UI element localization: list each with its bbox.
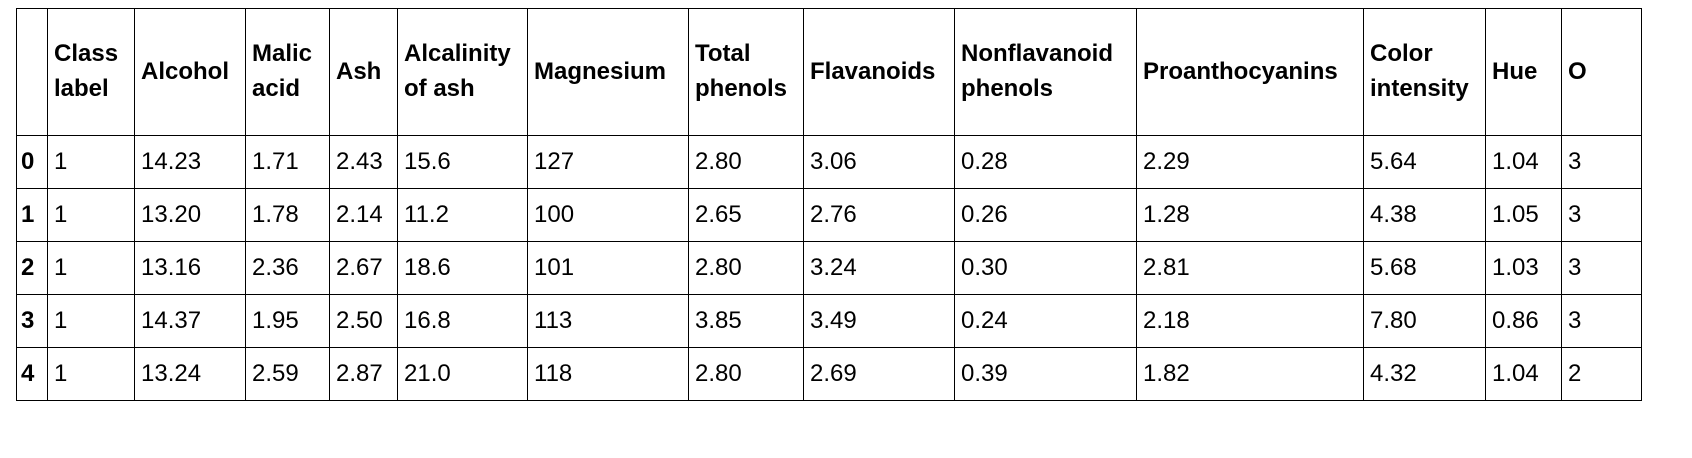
column-header: Nonflavanoid phenols xyxy=(954,8,1137,136)
table-cell: 13.20 xyxy=(134,188,246,242)
table-cell: 2.29 xyxy=(1136,135,1364,189)
table-cell: 1.05 xyxy=(1485,188,1562,242)
table-row: 3 1 14.37 1.95 2.50 16.8 113 3.85 3.49 0… xyxy=(16,294,1642,348)
table-cell: 2.69 xyxy=(803,347,955,401)
table-cell-truncated: 3 xyxy=(1561,188,1642,242)
table-cell: 2.36 xyxy=(245,241,330,295)
column-header: Total phenols xyxy=(688,8,804,136)
table-cell: 15.6 xyxy=(397,135,528,189)
table-cell: 1.78 xyxy=(245,188,330,242)
table-cell: 2.87 xyxy=(329,347,398,401)
column-header: Malic acid xyxy=(245,8,330,136)
table-cell: 100 xyxy=(527,188,689,242)
table-row: 2 1 13.16 2.36 2.67 18.6 101 2.80 3.24 0… xyxy=(16,241,1642,295)
table-cell: 14.37 xyxy=(134,294,246,348)
row-index: 1 xyxy=(16,188,48,242)
table-cell: 2.76 xyxy=(803,188,955,242)
table-cell-truncated: 3 xyxy=(1561,135,1642,189)
table-cell: 21.0 xyxy=(397,347,528,401)
table-cell: 13.16 xyxy=(134,241,246,295)
table-cell-truncated: 3 xyxy=(1561,241,1642,295)
row-index: 4 xyxy=(16,347,48,401)
table-cell: 14.23 xyxy=(134,135,246,189)
column-header: Magnesium xyxy=(527,8,689,136)
table-cell: 3.49 xyxy=(803,294,955,348)
table-cell: 2.50 xyxy=(329,294,398,348)
column-header-truncated: O xyxy=(1561,8,1642,136)
index-header xyxy=(16,8,48,136)
table-cell: 1 xyxy=(47,188,135,242)
column-header: Ash xyxy=(329,8,398,136)
table-cell: 127 xyxy=(527,135,689,189)
table-cell: 2.65 xyxy=(688,188,804,242)
table-cell: 1 xyxy=(47,241,135,295)
table-cell: 0.26 xyxy=(954,188,1137,242)
row-index: 2 xyxy=(16,241,48,295)
table-cell: 118 xyxy=(527,347,689,401)
header-row: Class label Alcohol Malic acid Ash Alcal… xyxy=(16,8,1642,136)
table-cell: 1.03 xyxy=(1485,241,1562,295)
table-cell: 1.28 xyxy=(1136,188,1364,242)
table-cell: 3.85 xyxy=(688,294,804,348)
table-cell: 2.80 xyxy=(688,347,804,401)
table-cell: 1.82 xyxy=(1136,347,1364,401)
column-header: Color intensity xyxy=(1363,8,1486,136)
table-cell: 1.04 xyxy=(1485,135,1562,189)
column-header: Alcalinity of ash xyxy=(397,8,528,136)
table-cell: 2.14 xyxy=(329,188,398,242)
table-cell: 3.06 xyxy=(803,135,955,189)
table-cell: 1.95 xyxy=(245,294,330,348)
table-cell: 1.04 xyxy=(1485,347,1562,401)
row-index: 0 xyxy=(16,135,48,189)
table-cell-truncated: 2 xyxy=(1561,347,1642,401)
table-cell: 2.80 xyxy=(688,135,804,189)
table-cell: 2.67 xyxy=(329,241,398,295)
table-cell: 0.24 xyxy=(954,294,1137,348)
table-cell: 2.43 xyxy=(329,135,398,189)
column-header: Class label xyxy=(47,8,135,136)
table-cell: 7.80 xyxy=(1363,294,1486,348)
table-cell: 2.80 xyxy=(688,241,804,295)
table-cell: 1 xyxy=(47,135,135,189)
table-body: 0 1 14.23 1.71 2.43 15.6 127 2.80 3.06 0… xyxy=(16,135,1642,401)
table-cell: 0.39 xyxy=(954,347,1137,401)
table-cell: 3.24 xyxy=(803,241,955,295)
table-cell: 4.32 xyxy=(1363,347,1486,401)
table-cell: 11.2 xyxy=(397,188,528,242)
table-cell: 5.68 xyxy=(1363,241,1486,295)
row-index: 3 xyxy=(16,294,48,348)
table-header: Class label Alcohol Malic acid Ash Alcal… xyxy=(16,8,1642,136)
column-header: Alcohol xyxy=(134,8,246,136)
table-cell: 0.28 xyxy=(954,135,1137,189)
table-row: 0 1 14.23 1.71 2.43 15.6 127 2.80 3.06 0… xyxy=(16,135,1642,189)
column-header: Proanthocyanins xyxy=(1136,8,1364,136)
table-cell: 2.59 xyxy=(245,347,330,401)
column-header: Flavanoids xyxy=(803,8,955,136)
table-cell: 1.71 xyxy=(245,135,330,189)
table-cell: 2.18 xyxy=(1136,294,1364,348)
wine-dataframe-table: Class label Alcohol Malic acid Ash Alcal… xyxy=(16,8,1642,401)
table-cell: 2.81 xyxy=(1136,241,1364,295)
table-row: 4 1 13.24 2.59 2.87 21.0 118 2.80 2.69 0… xyxy=(16,347,1642,401)
column-header: Hue xyxy=(1485,8,1562,136)
table-cell: 5.64 xyxy=(1363,135,1486,189)
table-cell: 0.86 xyxy=(1485,294,1562,348)
table-cell: 1 xyxy=(47,294,135,348)
dataframe-container: Class label Alcohol Malic acid Ash Alcal… xyxy=(16,8,1692,438)
table-cell: 0.30 xyxy=(954,241,1137,295)
table-cell-truncated: 3 xyxy=(1561,294,1642,348)
table-cell: 113 xyxy=(527,294,689,348)
table-cell: 16.8 xyxy=(397,294,528,348)
table-cell: 4.38 xyxy=(1363,188,1486,242)
table-row: 1 1 13.20 1.78 2.14 11.2 100 2.65 2.76 0… xyxy=(16,188,1642,242)
table-cell: 101 xyxy=(527,241,689,295)
table-cell: 18.6 xyxy=(397,241,528,295)
table-cell: 1 xyxy=(47,347,135,401)
table-cell: 13.24 xyxy=(134,347,246,401)
